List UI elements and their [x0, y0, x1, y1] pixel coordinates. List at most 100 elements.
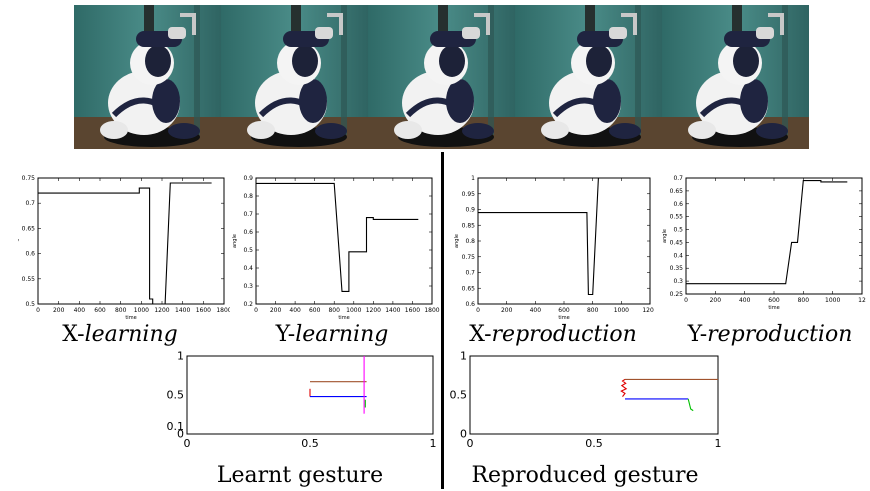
center-divider: [441, 152, 444, 489]
y-reproduction-plot: 0 200 400 600 800 1000 12 0.25 0.3 0.35 0.4 0.45 0.5…: [662, 175, 866, 311]
x-reproduction-xtick-label: 1000: [614, 307, 629, 314]
learnt-gesture-xtick-label: 0.5: [301, 437, 319, 450]
x-reproduction-series-1: [478, 177, 650, 296]
x-reproduction-ytick-label: 0.75: [462, 254, 476, 261]
x-reproduction-ytick-label: 0.9: [465, 207, 475, 214]
x-reproduction-xlabel: time: [558, 315, 569, 320]
x-reproduction-xtick-label: 400: [530, 307, 542, 314]
y-reproduction-frame: [685, 177, 863, 295]
caption-y-reproduction: Y-reproduction: [687, 322, 853, 347]
y-learning-ytick-label: 0.8: [243, 193, 253, 200]
y-reproduction-ytick-label: 0.65: [670, 188, 684, 195]
learnt-gesture-plot: 0 0.5 100.10.51: [167, 350, 437, 450]
reproduced-gesture-plot: 0 0.5 1 0 0.5 1: [450, 350, 722, 450]
x-reproduction-xtick-label: 200: [501, 307, 513, 314]
x-reproduction-xtick-label: 800: [587, 307, 599, 314]
photo-frame-4: [515, 5, 662, 149]
y-learning-xtick-label: 200: [270, 307, 282, 314]
y-learning-series-1: [256, 182, 419, 292]
reproduced-gesture-ytick-label: 0: [460, 428, 467, 441]
y-learning-xtick-label: 1000: [346, 307, 361, 314]
y-learning-ytick-label: 0.9: [243, 175, 253, 182]
y-learning-xtick-label: 0: [254, 307, 258, 314]
reproduced-gesture-ytick-label: 1: [460, 350, 467, 363]
caption-y-learning: Y-learning: [275, 322, 389, 347]
x-reproduction-ytick-label: 1: [471, 175, 475, 182]
y-reproduction-series-1: [686, 180, 848, 285]
y-reproduction-xtick-label: 1000: [825, 297, 840, 304]
y-learning-plot: 0 200 400 600 800 1000 1200 1400 1600 1800 0.2 0.3 0…: [232, 175, 440, 320]
learnt-gesture-ytick-label: 0: [177, 428, 184, 441]
x-learning-ylabel: angle: [18, 234, 20, 248]
y-reproduction-xtick-label: 400: [739, 297, 751, 304]
learnt-gesture-ytick-label: 0.5: [167, 389, 185, 402]
learnt-gesture-ytick-label: 1: [177, 350, 184, 363]
y-reproduction-ylabel: angle: [662, 229, 668, 243]
reproduced-gesture-ytick-label: 0.5: [450, 389, 468, 402]
y-reproduction-xlabel: time: [768, 305, 779, 311]
y-learning-ytick-label: 0.6: [243, 229, 253, 236]
x-learning-xtick-label: 1800: [216, 307, 230, 314]
x-reproduction-ytick-label: 0.85: [462, 222, 476, 229]
y-learning-xtick-label: 1600: [405, 307, 420, 314]
y-learning-frame: [255, 177, 433, 305]
photo-frame-2: [221, 5, 368, 149]
y-learning-xtick-label: 1800: [424, 307, 439, 314]
x-learning-frame: [37, 177, 225, 305]
reproduced-gesture-series-1: [620, 378, 628, 397]
y-reproduction-xtick-label: 12: [858, 297, 866, 304]
caption-x-learning: X-learning: [62, 322, 178, 347]
reproduced-gesture-xtick-label: 1: [715, 437, 722, 450]
x-learning-ytick-label: 0.55: [22, 276, 36, 283]
photo-frame-1: [74, 5, 221, 149]
reproduced-gesture-xtick-label: 0.5: [585, 437, 603, 450]
x-reproduction-ylabel: angle: [454, 234, 460, 248]
x-learning-ytick-label: 0.65: [22, 225, 36, 232]
y-reproduction-ytick-label: 0.7: [673, 175, 683, 182]
x-reproduction-plot: 0 200 400 600 800 1000 1200 0.6 0.65 0.7 0.75 0.8 0.…: [454, 175, 654, 320]
y-reproduction-ytick-label: 0.5: [673, 227, 683, 234]
x-learning-ytick-label: 0.5: [25, 301, 35, 308]
y-reproduction-ytick-label: 0.25: [670, 291, 684, 298]
caption-reproduced-gesture: Reproduced gesture: [471, 463, 699, 488]
x-learning-xtick-label: 800: [115, 307, 127, 314]
y-reproduction-xtick-label: 800: [798, 297, 810, 304]
y-learning-ytick-label: 0.3: [243, 283, 253, 290]
y-reproduction-xtick-label: 200: [710, 297, 722, 304]
x-learning-xtick-label: 1000: [134, 307, 149, 314]
x-reproduction-ytick-label: 0.6: [465, 301, 475, 308]
y-reproduction-ytick-label: 0.45: [670, 239, 684, 246]
y-reproduction-ytick-label: 0.4: [673, 252, 683, 259]
x-reproduction-xtick-label: 0: [476, 307, 480, 314]
x-reproduction-xtick-label: 1200: [642, 307, 654, 314]
caption-learnt-gesture: Learnt gesture: [216, 463, 384, 488]
reproduced-gesture-xtick-label: 0: [467, 437, 474, 450]
y-learning-xlabel: time: [338, 315, 349, 320]
learnt-gesture-xtick-label: 0: [184, 437, 191, 450]
y-learning-ylabel: angle: [232, 234, 238, 248]
photo-frame-3: [368, 5, 515, 149]
x-reproduction-ytick-label: 0.7: [465, 270, 475, 277]
y-learning-xtick-label: 800: [328, 307, 340, 314]
x-learning-ytick-label: 0.6: [25, 251, 35, 258]
x-learning-xtick-label: 400: [74, 307, 86, 314]
y-learning-xtick-label: 1400: [385, 307, 400, 314]
x-learning-xtick-label: 1600: [196, 307, 211, 314]
x-learning-xlabel: time: [125, 315, 136, 320]
y-learning-ytick-label: 0.5: [243, 247, 253, 254]
x-reproduction-ytick-label: 0.95: [462, 191, 476, 198]
x-reproduction-ytick-label: 0.8: [465, 238, 475, 245]
y-reproduction-ytick-label: 0.3: [673, 278, 683, 285]
x-learning-xtick-label: 600: [94, 307, 106, 314]
learnt-gesture-ytick-label: 0.1: [167, 420, 185, 433]
photo-frame-5: [662, 5, 809, 149]
x-reproduction-xtick-label: 600: [558, 307, 570, 314]
y-learning-xtick-label: 1200: [366, 307, 381, 314]
learnt-gesture-frame: [186, 355, 434, 435]
y-reproduction-xtick-label: 600: [768, 297, 780, 304]
x-learning-series-1: [38, 182, 212, 305]
x-learning-ytick-label: 0.75: [22, 175, 36, 182]
y-learning-xtick-label: 400: [289, 307, 301, 314]
x-learning-xtick-label: 1200: [154, 307, 169, 314]
learnt-gesture-xtick-label: 1: [430, 437, 437, 450]
